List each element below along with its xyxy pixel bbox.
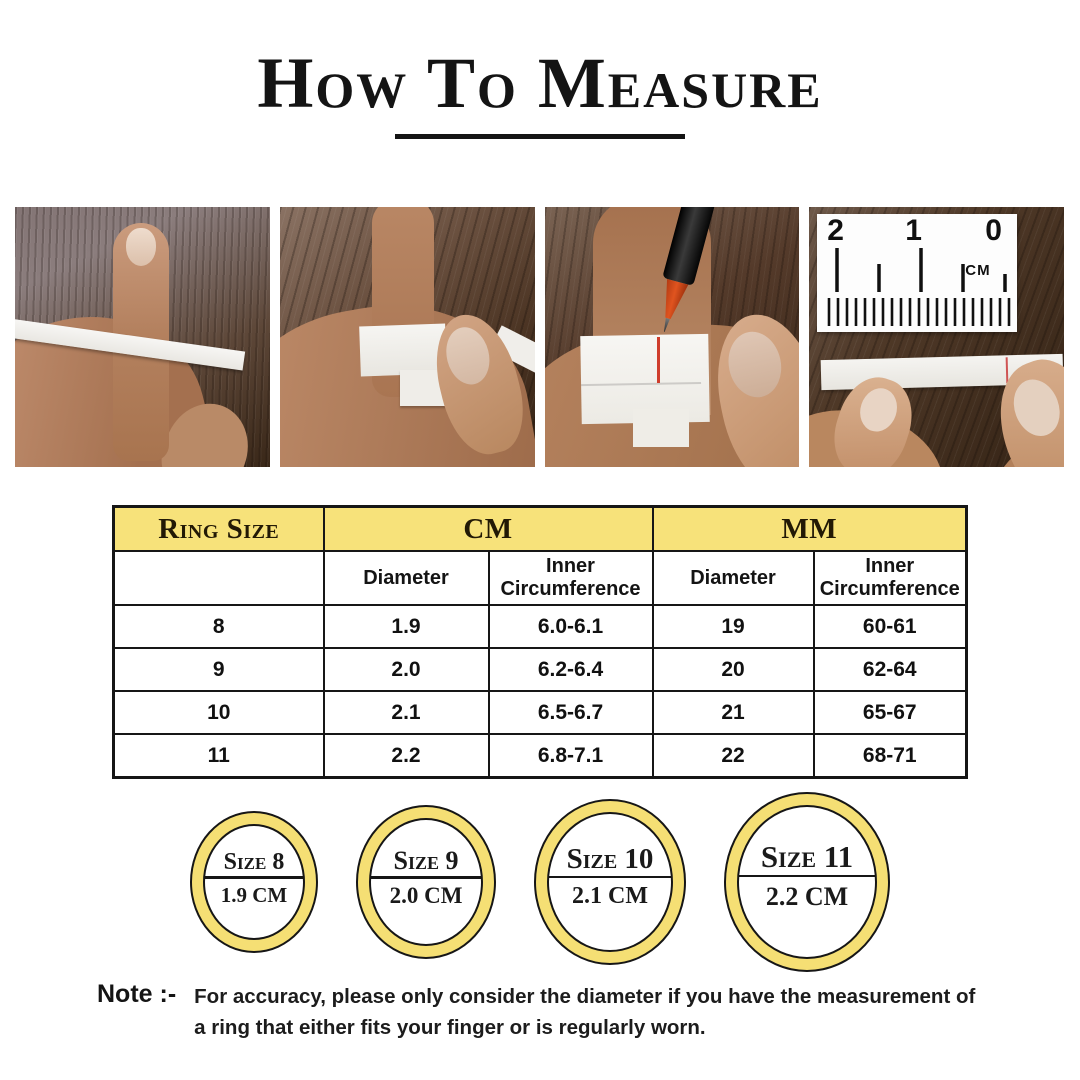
ring-diameter-line [205, 876, 303, 879]
cell-cm-diameter: 2.2 [322, 733, 490, 779]
ring-diameter-value: 2.2 CM [765, 881, 849, 911]
cell-mm-diameter: 19 [651, 604, 815, 649]
ruler-mark-2: 2 [827, 214, 844, 247]
cell-mm-diameter: 20 [651, 647, 815, 692]
subheader-cm-inner-circumference: Inner Circumference [487, 550, 654, 606]
table-row: 10 2.1 6.5-6.7 21 65-67 [112, 690, 968, 735]
subheader-cm-diameter: Diameter [322, 550, 490, 606]
subheader-empty [112, 550, 325, 606]
subheader-mm-diameter: Diameter [651, 550, 815, 606]
paper-wrap-tab [632, 409, 689, 447]
cell-ring-size: 9 [112, 647, 325, 692]
table-row: 11 2.2 6.8-7.1 22 68-71 [112, 733, 968, 779]
col-header-ring-size: Ring Size [112, 505, 325, 552]
step-photo-measure-ruler: 2 1 0 CM [809, 207, 1064, 467]
cell-cm-diameter: 2.1 [322, 690, 490, 735]
table-row: 9 2.0 6.2-6.4 20 62-64 [112, 647, 968, 692]
ring-diameter-line [739, 874, 875, 878]
ring-size-label: Size 8 [223, 849, 285, 876]
pen-point [660, 318, 670, 333]
ruler: 2 1 0 CM [817, 214, 1018, 332]
size-table-section: Ring Size CM MM Diameter Inner Circumfer… [112, 505, 969, 779]
ring-diameter-line [371, 876, 481, 879]
cell-mm-diameter: 21 [651, 690, 815, 735]
thumbnail-shape [440, 322, 496, 390]
cell-mm-inner: 65-67 [812, 690, 968, 735]
ring-diameter-value: 1.9 CM [220, 883, 288, 908]
col-group-header-cm: CM [322, 505, 654, 552]
note-label: Note :- [97, 980, 177, 1008]
title-underline [395, 133, 685, 139]
col-group-header-mm: MM [651, 505, 968, 552]
ring-diagrams: Size 8 1.9 CM Size 9 2.0 CM Size 10 2.1 … [0, 788, 1080, 976]
header: How To Measure [0, 43, 1080, 139]
page-title: How To Measure [257, 43, 823, 123]
cell-mm-diameter: 22 [651, 733, 815, 779]
step-photo-place-strip [15, 207, 270, 467]
note-section: Note :- For accuracy, please only consid… [97, 980, 994, 1044]
thumbnail-shape [1006, 372, 1064, 443]
ruler-mark-0: 0 [985, 214, 1002, 247]
paper-wrap [358, 323, 447, 377]
ring-diagram-size-8: Size 8 1.9 CM [190, 811, 318, 953]
measure-step-photos: 2 1 0 CM [15, 207, 1064, 467]
pen-mark [656, 337, 660, 383]
cell-cm-diameter: 2.0 [322, 647, 490, 692]
ruler-ticks [827, 248, 1011, 326]
ring-diameter-value: 2.1 CM [572, 882, 648, 909]
cell-cm-inner: 6.2-6.4 [487, 647, 654, 692]
cell-cm-inner: 6.0-6.1 [487, 604, 654, 649]
ruler-unit-label: CM [965, 262, 991, 279]
cell-cm-inner: 6.8-7.1 [487, 733, 654, 779]
step-photo-wrap-strip [279, 207, 535, 467]
ring-diagram-size-9: Size 9 2.0 CM [356, 805, 496, 959]
cell-ring-size: 11 [112, 733, 325, 779]
table-row: 8 1.9 6.0-6.1 19 60-61 [112, 604, 968, 649]
step-photo-mark-strip [544, 207, 800, 467]
ring-diameter-line [549, 875, 671, 879]
ring-size-label: Size 10 [566, 842, 654, 875]
ruler-mark-1: 1 [905, 214, 922, 247]
cell-ring-size: 8 [112, 604, 325, 649]
subheader-mm-inner-circumference: Inner Circumference [812, 550, 968, 606]
note-text: For accuracy, please only consider the d… [194, 985, 976, 1039]
cell-mm-inner: 68-71 [812, 733, 968, 779]
fingernail-shape [854, 383, 903, 437]
thumbnail-shape [722, 326, 787, 403]
ring-diagram-size-11: Size 11 2.2 CM [724, 792, 890, 972]
fingernail-shape [126, 228, 156, 266]
ring-size-label: Size 11 [760, 838, 854, 874]
cell-mm-inner: 62-64 [812, 647, 968, 692]
ring-size-label: Size 9 [393, 846, 459, 875]
cell-cm-diameter: 1.9 [322, 604, 490, 649]
ring-diagram-size-10: Size 10 2.1 CM [534, 799, 686, 965]
pen-cone [657, 279, 688, 321]
cell-ring-size: 10 [112, 690, 325, 735]
cell-mm-inner: 60-61 [812, 604, 968, 649]
cell-cm-inner: 6.5-6.7 [487, 690, 654, 735]
ring-diameter-value: 2.0 CM [389, 883, 463, 908]
ring-size-table: Ring Size CM MM Diameter Inner Circumfer… [112, 505, 969, 779]
